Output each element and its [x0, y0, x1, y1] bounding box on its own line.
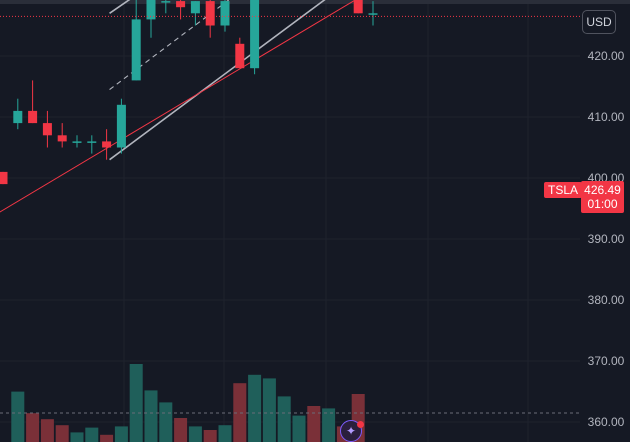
candle-body — [87, 141, 97, 143]
candle-body — [205, 1, 215, 26]
volume-bar — [159, 402, 173, 442]
symbol-tag: TSLA — [544, 182, 583, 198]
top-strip — [0, 0, 630, 4]
volume-bar — [55, 425, 69, 442]
volume-bar — [218, 425, 232, 442]
candle-body — [353, 0, 363, 14]
candle — [368, 1, 378, 26]
price-axis-label: 380.00 — [588, 293, 625, 307]
candle-body — [146, 0, 156, 20]
candle-body — [57, 135, 67, 142]
candle-body — [42, 123, 52, 136]
last-price-tag: 426.49 01:00 — [581, 181, 624, 213]
candle — [28, 80, 38, 124]
price-axis-label: 420.00 — [588, 49, 625, 63]
candle-body — [176, 1, 186, 8]
candle — [161, 0, 171, 14]
candle-body — [28, 110, 38, 124]
notification-dot — [357, 421, 364, 428]
candle — [72, 135, 82, 148]
grid-layer — [0, 0, 580, 442]
volume-bar — [322, 408, 336, 442]
candle — [176, 0, 186, 20]
candle-body — [250, 0, 260, 69]
price-axis-label: 410.00 — [588, 110, 625, 124]
candle — [220, 0, 230, 32]
candle-body — [131, 19, 141, 81]
volume-bar — [174, 418, 188, 442]
price-axis[interactable]: 360.00370.00380.00390.00400.00410.00420.… — [588, 0, 625, 429]
candle-layer — [0, 0, 378, 185]
volume-bar — [70, 432, 84, 442]
candle — [250, 0, 260, 75]
candle-body — [0, 171, 8, 185]
channel-middle-line[interactable] — [109, 0, 487, 90]
candle — [205, 0, 215, 38]
volume-layer — [11, 364, 365, 442]
candle — [131, 0, 141, 81]
volume-bar — [129, 364, 143, 442]
overlay-layer — [0, 15, 580, 414]
candle — [42, 110, 52, 148]
candle — [0, 171, 8, 185]
candle-body — [190, 1, 200, 14]
candle-body — [13, 110, 23, 124]
price-axis-label: 430.00 — [588, 0, 625, 2]
candle-body — [102, 141, 112, 148]
volume-bar — [26, 413, 40, 442]
volume-bar — [40, 419, 54, 442]
last-price-value: 426.49 — [584, 183, 621, 197]
volume-bar — [262, 378, 276, 442]
candle-body — [368, 13, 378, 15]
volume-bar — [85, 427, 99, 442]
candle — [235, 37, 245, 69]
candle-body — [161, 1, 171, 3]
currency-button[interactable]: USD — [582, 10, 616, 34]
volume-bar — [203, 430, 217, 442]
candle — [190, 1, 200, 26]
channel-lower-line[interactable] — [109, 0, 487, 161]
bar-countdown: 01:00 — [587, 197, 618, 211]
price-axis-label: 390.00 — [588, 232, 625, 246]
volume-bar — [144, 390, 158, 442]
candle — [57, 123, 67, 148]
volume-bar — [292, 415, 306, 442]
candle — [13, 98, 23, 130]
volume-bar — [11, 391, 25, 442]
candle-body — [235, 43, 245, 69]
drawing-layer[interactable] — [0, 0, 487, 221]
price-axis-label: 360.00 — [588, 415, 625, 429]
candle-body — [220, 1, 230, 26]
volume-bar — [248, 374, 262, 442]
support-trend-line[interactable] — [0, 0, 435, 221]
candle — [102, 129, 112, 160]
candle-body — [116, 104, 126, 148]
volume-bar — [114, 426, 128, 442]
candle — [353, 0, 363, 14]
volume-bar — [307, 406, 321, 442]
candle — [146, 0, 156, 38]
volume-bar — [100, 434, 114, 442]
candle — [116, 98, 126, 154]
volume-bar — [188, 426, 202, 442]
candle — [87, 135, 97, 154]
volume-bar — [277, 396, 291, 442]
volume-bar — [233, 383, 247, 442]
price-axis-label: 370.00 — [588, 354, 625, 368]
candle-body — [72, 141, 82, 143]
